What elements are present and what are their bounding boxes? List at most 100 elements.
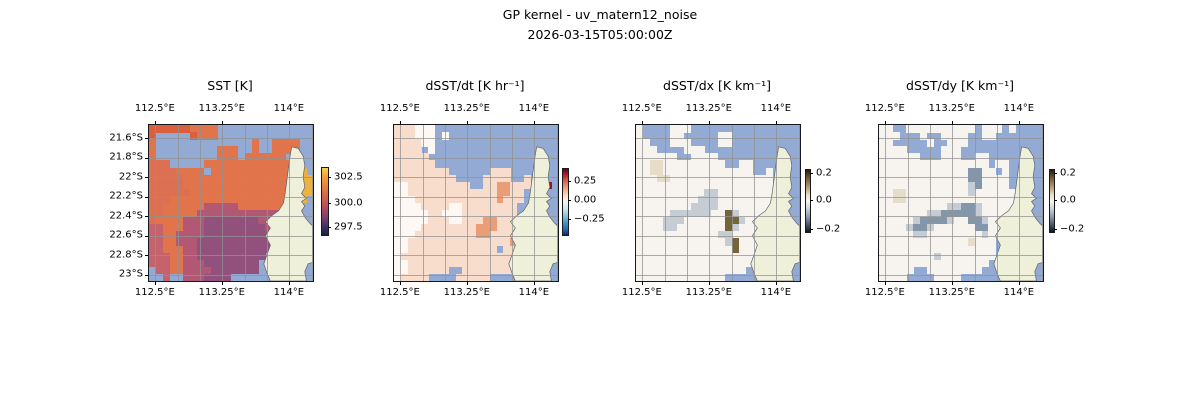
- map-data-cell: [663, 203, 671, 211]
- map-data-cell: [920, 231, 928, 239]
- x-tick-label: 113.25°E: [928, 287, 975, 298]
- map-data-cell: [947, 146, 955, 154]
- map-data-cell: [981, 217, 989, 225]
- x-tick-mark: [776, 282, 778, 285]
- map-data-cell: [697, 245, 705, 254]
- map-data-cell: [885, 167, 894, 176]
- map-data-cell: [190, 259, 198, 268]
- map-data-cell: [203, 266, 211, 275]
- x-tick-label: 113.25°E: [685, 103, 732, 114]
- map-data-cell: [642, 160, 651, 169]
- map-data-cell: [636, 259, 644, 268]
- map-data-cell: [462, 259, 470, 268]
- map-data-cell: [183, 167, 191, 176]
- colorbar-tick-label: −0.2: [1060, 223, 1085, 235]
- gridline-horizontal: [149, 138, 313, 140]
- map-data-cell: [649, 238, 657, 247]
- gridline-horizontal: [879, 255, 1043, 257]
- x-tick-mark: [885, 282, 887, 285]
- map-data-cell: [489, 266, 497, 275]
- map-data-cell: [231, 203, 239, 211]
- map-data-cell: [940, 203, 948, 211]
- map-data-cell: [469, 188, 477, 197]
- map-data-cell: [920, 224, 928, 232]
- map-data-cell: [190, 210, 198, 218]
- map-data-cell: [670, 132, 678, 140]
- map-data-cell: [400, 146, 409, 154]
- map-data-cell: [974, 266, 982, 275]
- map-data-cell: [176, 238, 184, 247]
- map-data-cell: [738, 259, 746, 268]
- map-data-cell: [210, 231, 218, 239]
- panel-title: SST [K]: [207, 78, 253, 93]
- map-data-cell: [244, 245, 252, 254]
- map-data-cell: [656, 203, 664, 211]
- map-data-cell: [224, 167, 232, 176]
- map-data-cell: [947, 259, 955, 268]
- map-data-cell: [400, 273, 409, 282]
- map-data-cell: [981, 252, 989, 261]
- map-data-cell: [879, 132, 887, 140]
- map-data-cell: [961, 132, 969, 140]
- map-data-cell: [670, 153, 678, 161]
- map-data-cell: [489, 167, 497, 176]
- x-tick-mark: [1019, 282, 1021, 285]
- map-data-cell: [649, 273, 657, 282]
- x-tick-mark: [222, 121, 224, 124]
- map-data-cell: [677, 259, 685, 268]
- x-tick-mark: [155, 121, 157, 124]
- gridline-vertical: [776, 125, 778, 281]
- map-data-cell: [670, 203, 678, 211]
- map-data-cell: [913, 210, 921, 218]
- map-data-cell: [677, 245, 685, 254]
- map-data-cell: [718, 217, 726, 225]
- gridline-vertical: [754, 125, 756, 281]
- map-data-cell: [169, 125, 177, 133]
- map-data-cell: [503, 174, 511, 183]
- map-data-cell: [885, 146, 894, 154]
- x-tick-mark: [1019, 121, 1021, 124]
- map-data-cell: [954, 224, 962, 232]
- map-data-cell: [656, 195, 664, 204]
- map-data-cell: [278, 160, 287, 169]
- map-data-cell: [421, 238, 429, 247]
- map-data-cell: [210, 224, 218, 232]
- map-data-cell: [940, 245, 948, 254]
- x-axis-top-labels: 112.5°E 113.25°E 114°E: [135, 103, 312, 116]
- map-data-cell: [503, 231, 511, 239]
- map-data-cell: [752, 188, 760, 197]
- map-data-cell: [489, 195, 497, 204]
- y-tick-mark: [145, 235, 148, 237]
- map-data-cell: [649, 203, 657, 211]
- map-data-cell: [169, 266, 177, 275]
- map-data-cell: [892, 181, 900, 190]
- map-data-cell: [636, 188, 644, 197]
- map-data-cell: [906, 167, 914, 176]
- map-data-cell: [469, 238, 477, 247]
- map-data-cell: [231, 210, 239, 218]
- map-data-cell: [258, 188, 266, 197]
- map-data-cell: [974, 174, 982, 183]
- map-data-cell: [981, 203, 989, 211]
- map-data-cell: [503, 203, 511, 211]
- map-data-cell: [947, 231, 955, 239]
- map-data-cell: [920, 238, 928, 247]
- map-data-cell: [656, 188, 664, 197]
- map-data-cell: [428, 210, 436, 218]
- map-data-cell: [961, 259, 969, 268]
- map-data-cell: [906, 238, 914, 247]
- map-data-cell: [913, 181, 921, 190]
- map-data-cell: [892, 195, 900, 204]
- gridline-horizontal: [149, 255, 313, 257]
- map-data-cell: [656, 181, 664, 190]
- map-data-cell: [421, 139, 429, 147]
- map-data-cell: [162, 174, 170, 183]
- map-data-cell: [988, 238, 996, 247]
- map-data-cell: [745, 252, 753, 261]
- map-data-cell: [885, 160, 894, 169]
- map-data-cell: [482, 181, 491, 190]
- map-data-cell: [879, 153, 887, 161]
- map-data-cell: [183, 224, 191, 232]
- map-data-cell: [940, 181, 948, 190]
- map-data-cell: [711, 273, 719, 282]
